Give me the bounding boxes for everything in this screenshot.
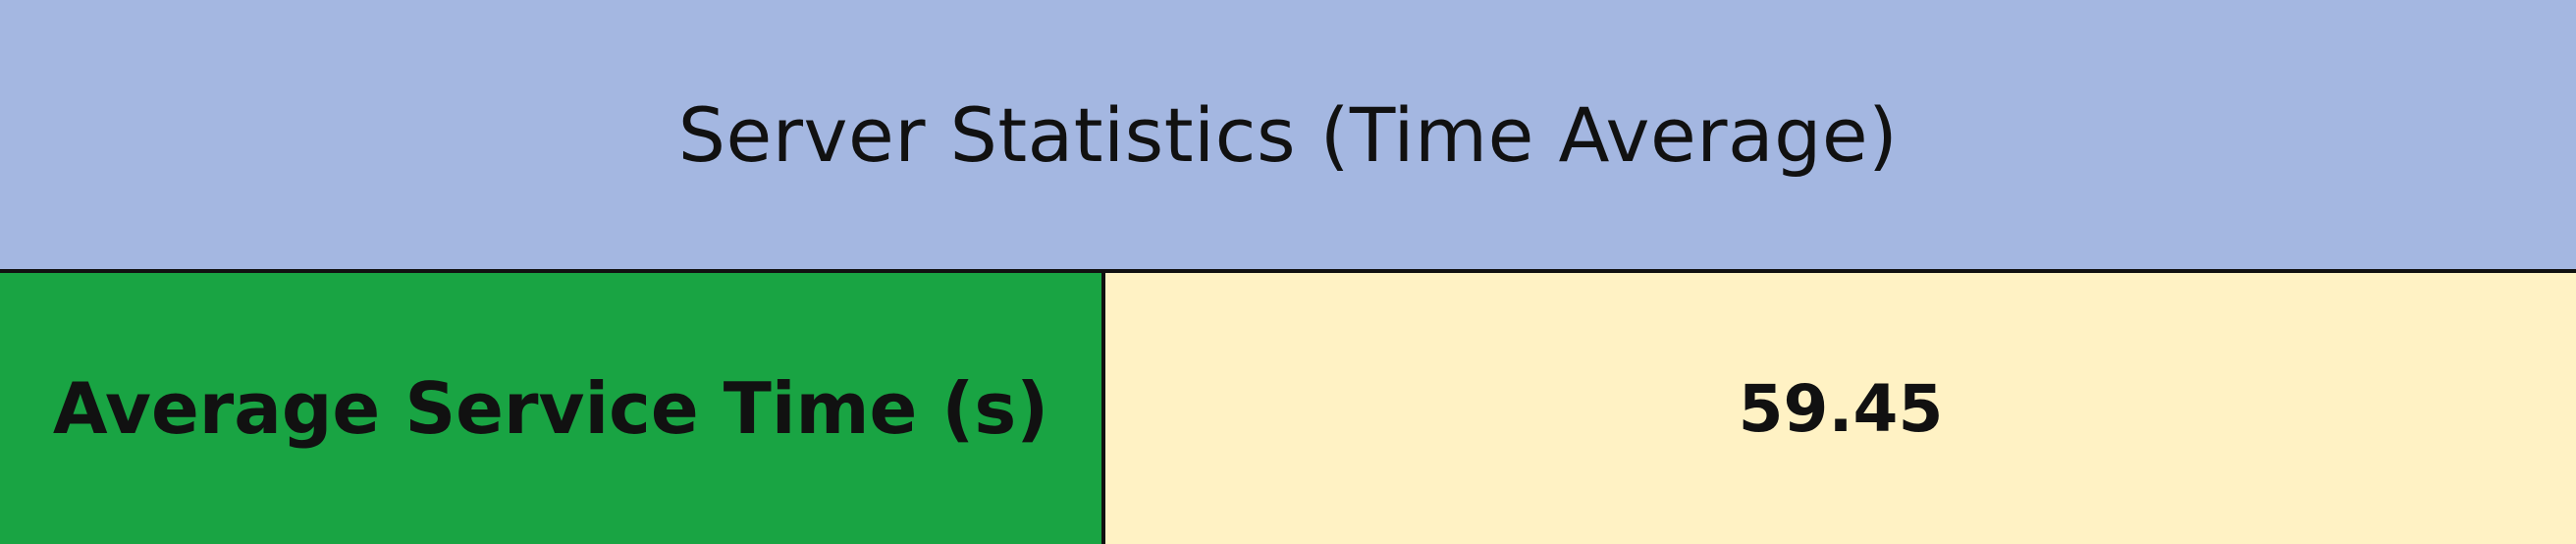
row-value-cell: 59.45 bbox=[1105, 273, 2576, 544]
column-divider bbox=[1101, 273, 1105, 544]
row-label-cell: Average Service Time (s) bbox=[0, 273, 1101, 544]
table-title: Server Statistics (Time Average) bbox=[0, 0, 2576, 269]
table-row: Average Service Time (s) 59.45 bbox=[0, 273, 2576, 544]
header-divider bbox=[0, 269, 2576, 273]
